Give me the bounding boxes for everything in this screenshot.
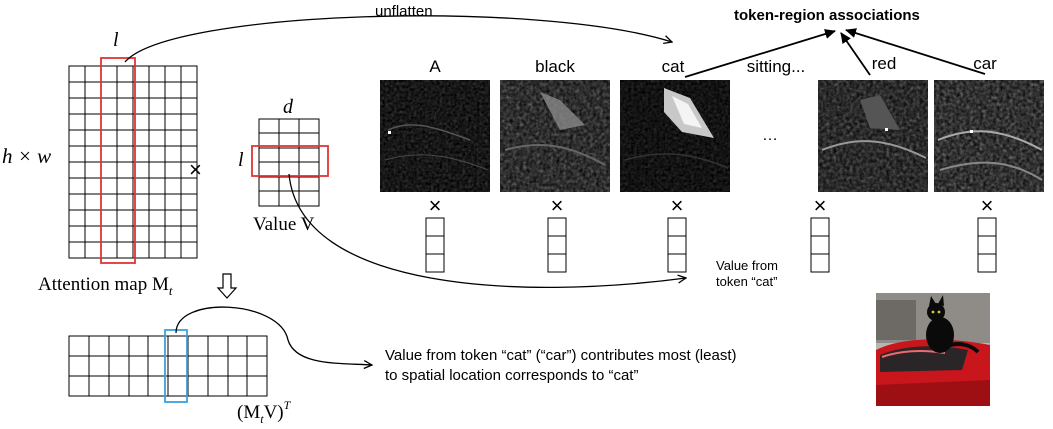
multiply-sign-car: ×	[981, 193, 994, 218]
heatmap-cat	[620, 80, 730, 192]
attention-column-highlight	[100, 57, 136, 264]
token-label-a: A	[429, 57, 441, 76]
token-label-cat: cat	[662, 57, 685, 76]
cat-on-red-car-photo	[876, 293, 990, 406]
value-vector-red	[810, 217, 830, 273]
l-top-label: l	[113, 29, 119, 51]
heatmap-a	[380, 80, 490, 192]
d-label: d	[283, 96, 294, 118]
value-v-label: Value V	[253, 214, 315, 235]
multiply-sign-cat: ×	[671, 193, 684, 218]
hw-label: h × w	[2, 144, 51, 168]
result-grid	[68, 335, 268, 397]
value-vector-a	[425, 217, 445, 273]
value-vector-cat	[667, 217, 687, 273]
token-label-red: red	[872, 54, 897, 73]
description-line-1: Value from token “cat” (“car”) contribut…	[385, 347, 737, 364]
token-cat-label: token “cat”	[716, 274, 777, 289]
multiply-sign-black: ×	[551, 193, 564, 218]
value-row-arrow	[288, 173, 686, 289]
value-vector-car	[977, 217, 997, 273]
l-side-label: l	[238, 149, 244, 171]
result-label: (MtV)T	[237, 398, 292, 426]
heatmap-car	[934, 80, 1044, 192]
attention-map-grid	[68, 65, 198, 259]
token-region-title: token-region associations	[734, 7, 920, 24]
heatmap-red	[818, 80, 928, 192]
multiply-sign-a: ×	[429, 193, 442, 218]
value-vector-black	[547, 217, 567, 273]
assoc-arrow-cat	[684, 29, 836, 78]
multiply-sign-red: ×	[814, 193, 827, 218]
value-row-highlight	[251, 145, 329, 177]
hollow-down-arrow-icon	[216, 273, 238, 299]
assoc-arrow-red	[840, 32, 871, 76]
unflatten-arrow	[124, 15, 672, 63]
attention-map-label: Attention map Mt	[38, 274, 173, 298]
ellipsis-label: …	[762, 127, 778, 144]
token-label-sitting: sitting...	[747, 57, 806, 76]
token-label-car: car	[973, 54, 997, 73]
value-from-label: Value from	[716, 258, 778, 273]
description-line-2: to spatial location corresponds to “cat”	[385, 367, 638, 384]
unflatten-label: unflatten	[375, 3, 433, 20]
token-label-black: black	[535, 57, 575, 76]
value-grid	[258, 118, 320, 207]
result-to-text-arrow	[175, 306, 372, 365]
heatmap-black	[500, 80, 610, 192]
multiply-sign-main: ×	[189, 157, 202, 182]
assoc-arrow-car	[845, 28, 986, 75]
